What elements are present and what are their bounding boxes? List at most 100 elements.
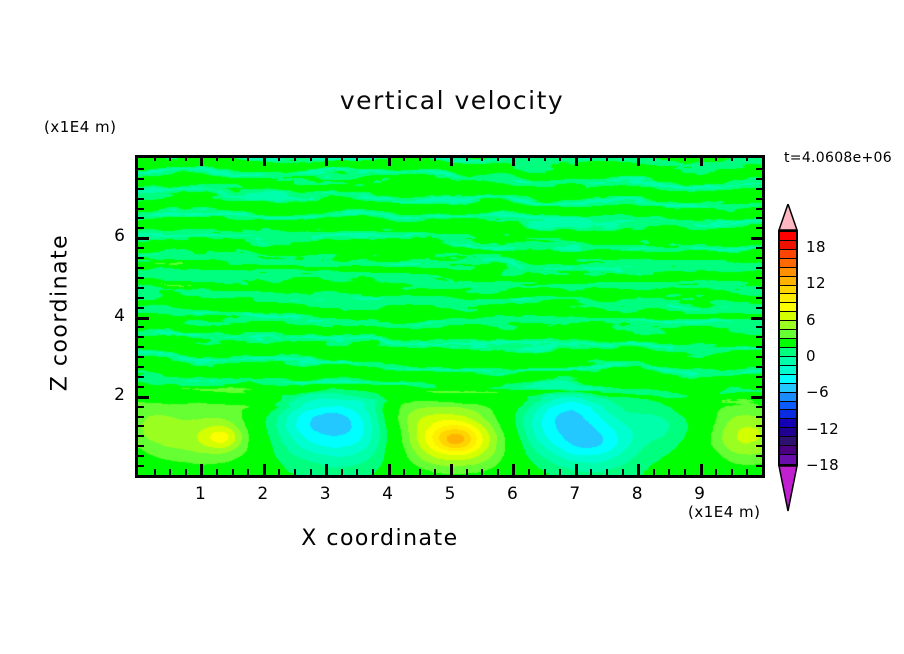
y-minor-tick [138, 326, 144, 329]
x-minor-tick [465, 469, 468, 475]
colorbar-segment [780, 419, 796, 429]
x-minor-tick-top [684, 155, 686, 161]
x-minor-tick [216, 469, 218, 475]
x-minor-tick [496, 469, 499, 475]
colorbar-segment [780, 232, 796, 241]
x-tick-label: 4 [382, 484, 393, 504]
colorbar-segment [780, 410, 796, 420]
x-minor-tick-top [746, 155, 749, 161]
x-minor-tick [278, 469, 281, 475]
x-minor-tick [184, 469, 187, 475]
x-minor-tick [746, 469, 749, 475]
colorbar-tick-label: −12 [806, 419, 840, 438]
y-minor-tick-right [756, 197, 762, 200]
x-major-tick-top [387, 155, 391, 166]
x-minor-tick [309, 469, 312, 475]
x-major-tick [262, 464, 266, 475]
y-minor-tick [138, 415, 144, 418]
colorbar-segment [780, 312, 796, 322]
x-minor-tick-top [434, 155, 437, 161]
colorbar-bottom-cap [778, 465, 798, 512]
y-minor-tick [138, 356, 144, 359]
x-minor-tick [590, 469, 593, 475]
x-tick-label: 1 [194, 484, 206, 504]
colorbar-tick-label: 12 [806, 274, 827, 293]
y-minor-tick [138, 336, 144, 339]
y-minor-tick [138, 257, 144, 260]
chart-title: vertical velocity [339, 86, 565, 115]
x-minor-tick-top [309, 155, 312, 161]
colorbar-segment [780, 321, 796, 331]
x-minor-tick [153, 469, 156, 475]
y-minor-tick-right [756, 336, 762, 339]
y-minor-tick [138, 286, 144, 289]
y-minor-tick-right [756, 257, 762, 260]
x-minor-tick-top [294, 155, 296, 161]
colorbar-segment [780, 249, 796, 259]
x-minor-tick [606, 469, 608, 475]
x-tick-label: 5 [444, 484, 456, 504]
colorbar-segment [780, 303, 796, 313]
x-minor-tick-top [590, 155, 593, 161]
x-major-tick [200, 464, 204, 475]
colorbar-segment [780, 383, 796, 393]
y-minor-tick-right [756, 465, 762, 468]
colorbar-segment [780, 455, 796, 464]
y-minor-tick [138, 217, 144, 220]
x-minor-tick-top [216, 155, 218, 161]
x-minor-tick-top [247, 155, 250, 161]
x-major-tick [637, 464, 641, 475]
contour-plot-area [135, 155, 765, 478]
colorbar-tick-label: −18 [806, 456, 840, 474]
y-major-tick [138, 237, 149, 241]
x-minor-tick-top [465, 155, 468, 161]
x-minor-tick [372, 469, 374, 475]
x-minor-tick [340, 469, 343, 475]
x-minor-tick-top [340, 155, 343, 161]
y-minor-tick [138, 187, 144, 190]
y-minor-tick [138, 296, 144, 299]
colorbar-segment [780, 356, 796, 366]
x-tick-label: 9 [694, 484, 705, 504]
y-tick-label: 6 [114, 226, 125, 247]
colorbar[interactable] [778, 230, 798, 466]
x-minor-tick-top [730, 155, 733, 161]
colorbar-segment [780, 446, 796, 456]
x-minor-tick-top [715, 155, 718, 161]
x-minor-tick [528, 469, 530, 475]
y-minor-tick-right [756, 455, 762, 458]
y-minor-tick [138, 346, 144, 349]
y-minor-tick [138, 445, 144, 448]
x-minor-tick [543, 469, 546, 475]
x-minor-tick [418, 469, 421, 475]
x-minor-tick [434, 469, 437, 475]
x-tick-label: 8 [631, 484, 643, 504]
x-tick-label: 6 [506, 484, 518, 504]
y-minor-tick [138, 247, 144, 250]
y-minor-tick [138, 465, 144, 468]
colorbar-segment [780, 339, 796, 348]
x-major-tick [325, 464, 329, 475]
y-axis-title: Z coordinate [47, 233, 73, 392]
y-minor-tick [138, 276, 144, 279]
colorbar-segment [780, 347, 796, 357]
y-minor-tick-right [756, 385, 762, 388]
colorbar-segment [780, 285, 796, 295]
x-minor-tick-top [184, 155, 187, 161]
y-minor-tick [138, 405, 144, 408]
x-minor-tick-top [231, 155, 234, 161]
y-minor-tick [138, 227, 144, 230]
colorbar-segment [780, 392, 796, 402]
x-major-tick-top [325, 155, 329, 166]
x-minor-tick [403, 469, 406, 475]
x-minor-tick-top [496, 155, 499, 161]
x-minor-tick [652, 469, 655, 475]
x-axis-unit-label: (x1E4 m) [688, 503, 761, 521]
x-major-tick-top [450, 155, 453, 166]
x-minor-tick-top [652, 155, 655, 161]
x-major-tick [574, 464, 578, 475]
colorbar-segment [780, 437, 796, 447]
contour-field-canvas [138, 158, 762, 475]
colorbar-segment [780, 294, 796, 304]
x-minor-tick [169, 469, 172, 475]
